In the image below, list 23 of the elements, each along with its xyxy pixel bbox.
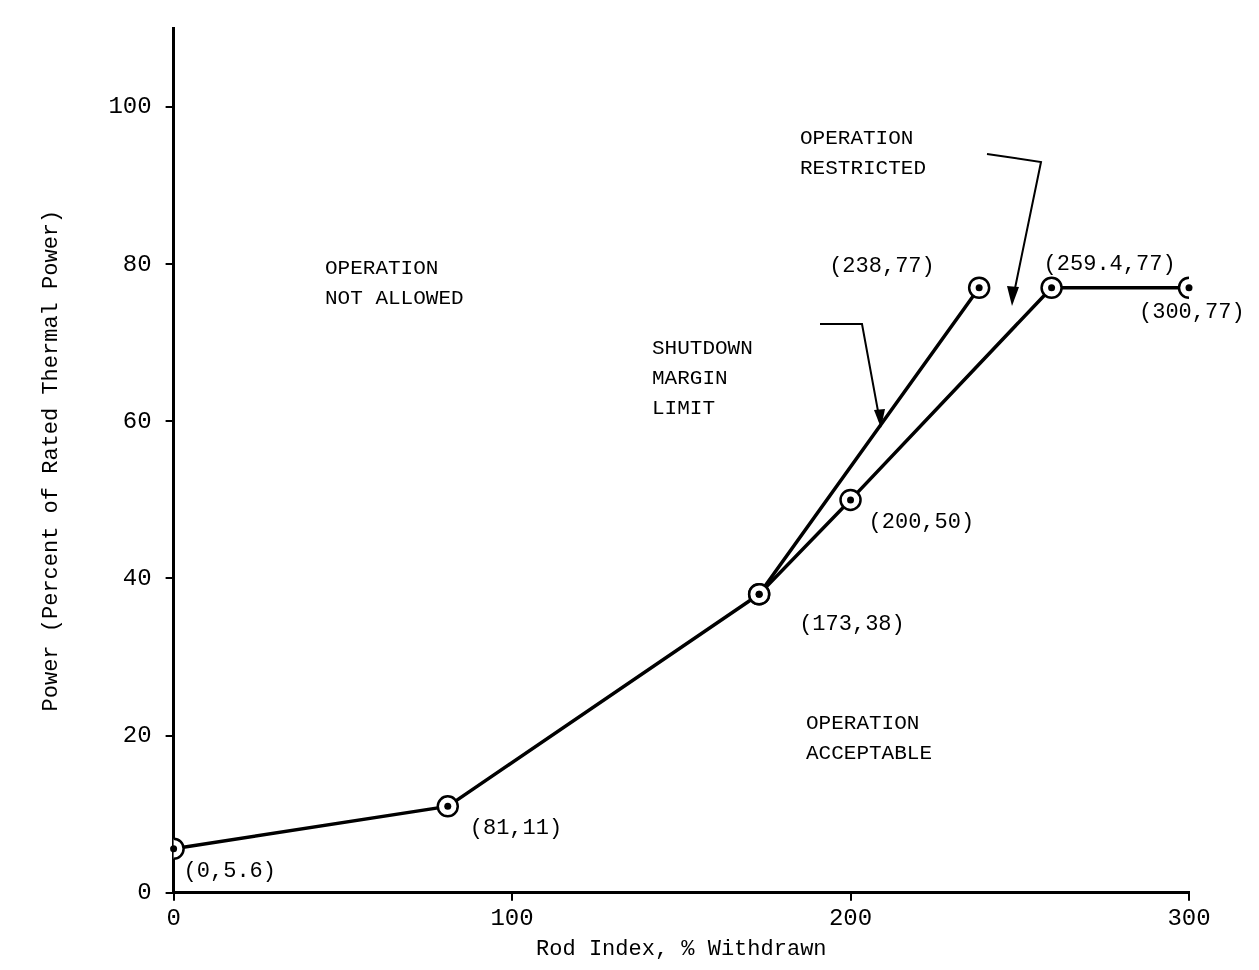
x-tick-label: 0: [166, 904, 181, 932]
y-axis-title: Power (Percent of Rated Thermal Power): [39, 209, 65, 712]
annotation: (0,5.6): [183, 858, 277, 884]
annotation: (300,77): [1139, 299, 1245, 325]
annotation: OPERATION RESTRICTED: [800, 127, 927, 181]
annotation: (173,38): [799, 612, 905, 638]
y-tick-label: 80: [122, 250, 152, 278]
x-tick-label: 200: [828, 904, 873, 932]
y-tick-label: 40: [122, 564, 152, 592]
x-axis-title: Rod Index, % Withdrawn: [536, 936, 827, 962]
y-tick-label: 60: [122, 407, 152, 435]
annotation: (259.4,77): [1043, 251, 1176, 277]
x-tick-label: 300: [1167, 904, 1211, 932]
y-tick-label: 0: [137, 879, 152, 907]
annotation: SHUTDOWN MARGIN LIMIT: [652, 337, 753, 421]
y-tick-label: 100: [108, 93, 152, 121]
annotation: OPERATION NOT ALLOWED: [325, 257, 464, 311]
annotation: OPERATION ACCEPTABLE: [806, 712, 933, 766]
annotation: (81,11): [469, 816, 563, 842]
y-tick-label: 20: [122, 722, 152, 749]
annotation: (200,50): [868, 509, 975, 535]
x-tick-label: 100: [490, 904, 534, 932]
annotation: (238,77): [829, 253, 935, 279]
